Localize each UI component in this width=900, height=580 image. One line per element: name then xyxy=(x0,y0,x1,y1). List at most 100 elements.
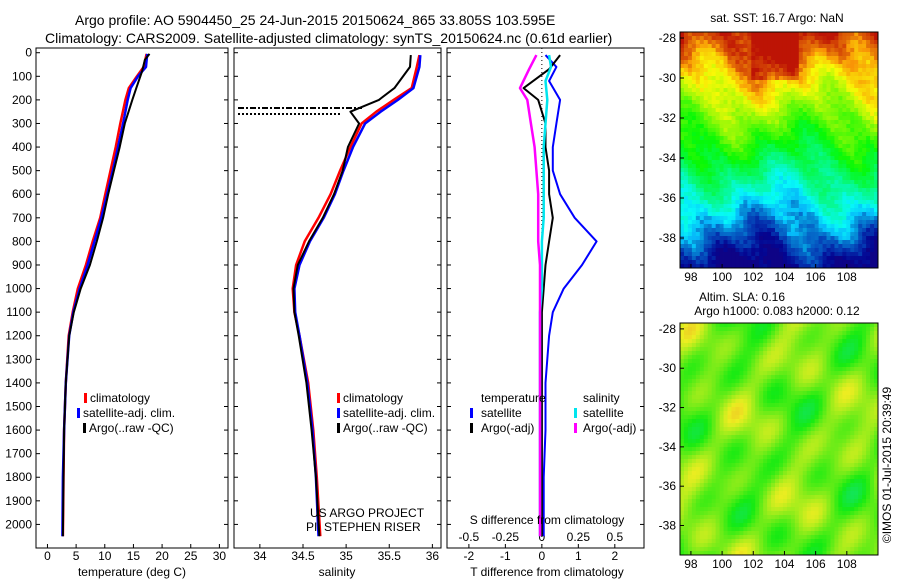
sla-cell xyxy=(822,399,827,404)
legend-header-temperature: temperature xyxy=(481,391,546,405)
sst-cell xyxy=(715,224,720,229)
sst-cell xyxy=(782,68,788,73)
sla-cell xyxy=(866,375,871,380)
sst-cell xyxy=(850,56,855,61)
sst-cell xyxy=(854,144,859,149)
sla-cell xyxy=(739,415,744,420)
sst-cell xyxy=(687,184,693,189)
sst-cell xyxy=(727,164,732,169)
sst-cell xyxy=(691,100,697,105)
sst-cell xyxy=(798,140,804,145)
sst-cell xyxy=(695,164,701,169)
sla-cell xyxy=(810,427,816,432)
sla-cell xyxy=(727,355,732,360)
sst-cell xyxy=(743,228,748,233)
sst-cell xyxy=(727,260,732,265)
sst-cell xyxy=(711,52,717,57)
sst-cell xyxy=(775,76,780,81)
sla-cell xyxy=(866,407,871,412)
sst-cell xyxy=(763,60,768,65)
sst-cell xyxy=(850,104,855,109)
sst-cell xyxy=(731,168,736,173)
sst-cell xyxy=(846,152,851,157)
sst-cell xyxy=(794,200,800,205)
sst-cell xyxy=(759,44,764,49)
sst-cell xyxy=(771,84,776,89)
sst-cell xyxy=(779,116,784,121)
sla-cell xyxy=(794,363,800,368)
temperature-x-axis: 0 5 10 15 20 25 30 xyxy=(44,544,226,563)
sst-cell xyxy=(850,148,855,153)
sst-cell xyxy=(802,224,808,229)
sst-cell xyxy=(810,128,816,133)
salinity-x-tick-label: 36 xyxy=(426,549,440,563)
sla-cell xyxy=(683,391,689,396)
sst-cell xyxy=(834,100,839,105)
sst-cell xyxy=(680,176,685,181)
sst-cell xyxy=(763,32,768,37)
sst-cell xyxy=(822,188,827,193)
sla-cell xyxy=(794,351,800,356)
sst-cell xyxy=(779,136,784,141)
sst-cell xyxy=(806,216,812,221)
sst-cell xyxy=(695,252,701,257)
sla-cell xyxy=(874,395,879,400)
sst-cell xyxy=(874,36,879,41)
sst-cell xyxy=(735,220,740,225)
sst-cell xyxy=(683,104,689,109)
sst-cell xyxy=(794,136,800,141)
sst-cell xyxy=(862,228,867,233)
sst-cell xyxy=(830,72,835,77)
sst-cell xyxy=(779,108,784,113)
sst-cell xyxy=(759,200,764,205)
sla-cell xyxy=(683,407,689,412)
sla-cell xyxy=(814,347,819,352)
sla-cell xyxy=(862,455,867,460)
sla-cell xyxy=(782,327,788,332)
sst-cell xyxy=(767,152,772,157)
sla-cell xyxy=(838,451,843,456)
sst-cell xyxy=(687,128,693,133)
sst-cell xyxy=(763,120,768,125)
sst-cell xyxy=(755,92,760,97)
sst-cell xyxy=(862,140,867,145)
sst-cell xyxy=(711,236,717,241)
sst-cell xyxy=(786,88,792,93)
sst-cell xyxy=(802,240,808,245)
sla-cell xyxy=(763,355,768,360)
sst-cell xyxy=(802,108,808,113)
sst-cell xyxy=(779,216,784,221)
sst-cell xyxy=(870,232,875,237)
sst-cell xyxy=(866,148,871,153)
sla-cell xyxy=(826,403,831,408)
sla-cell xyxy=(755,419,760,424)
sla-cell xyxy=(806,399,812,404)
sst-cell xyxy=(695,212,701,217)
sst-cell xyxy=(731,108,736,113)
sst-cell xyxy=(782,176,788,181)
sst-cell xyxy=(870,68,875,73)
sst-cell xyxy=(806,208,812,213)
sst-cell xyxy=(834,196,839,201)
sla-cell xyxy=(723,447,728,452)
sst-cell xyxy=(786,120,792,125)
sla-cell xyxy=(699,455,705,460)
sst-cell xyxy=(854,108,859,113)
sst-cell xyxy=(691,256,697,261)
sla-cell xyxy=(771,363,776,368)
sla-cell xyxy=(802,455,808,460)
sst-cell xyxy=(786,232,792,237)
sst-cell xyxy=(870,220,875,225)
sst-cell xyxy=(782,200,788,205)
sst-cell xyxy=(779,72,784,77)
sst-cell xyxy=(691,132,697,137)
sst-cell xyxy=(854,192,859,197)
sst-cell xyxy=(826,108,831,113)
sst-cell xyxy=(695,228,701,233)
sst-cell xyxy=(826,44,831,49)
sst-cell xyxy=(767,44,772,49)
sst-cell xyxy=(870,156,875,161)
sla-cell xyxy=(842,323,847,328)
sst-cell xyxy=(838,124,843,129)
sst-cell xyxy=(727,160,732,165)
